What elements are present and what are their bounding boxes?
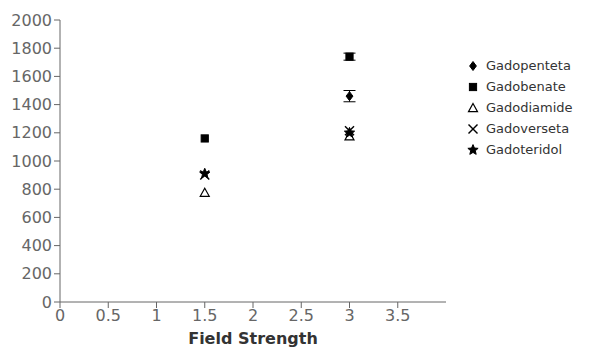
svg-text:2.5: 2.5 xyxy=(289,306,314,325)
svg-text:0: 0 xyxy=(42,293,52,312)
svg-text:1800: 1800 xyxy=(11,39,52,58)
svg-text:3.5: 3.5 xyxy=(385,306,410,325)
svg-text:Field Strength: Field Strength xyxy=(188,329,318,348)
svg-text:2000: 2000 xyxy=(11,11,52,30)
svg-text:2: 2 xyxy=(248,306,258,325)
html-text:Gadobenate: Gadobenate xyxy=(486,79,566,94)
svg-text:0.5: 0.5 xyxy=(96,306,121,325)
svg-text:1200: 1200 xyxy=(11,123,52,142)
svg-text:200: 200 xyxy=(21,264,52,283)
svg-text:1400: 1400 xyxy=(11,95,52,114)
html-text:Gadoverseta: Gadoverseta xyxy=(486,121,570,136)
svg-text:1.5: 1.5 xyxy=(192,306,217,325)
svg-text:1: 1 xyxy=(151,306,161,325)
svg-text:0: 0 xyxy=(55,306,65,325)
svg-text:3: 3 xyxy=(344,306,354,325)
svg-text:1600: 1600 xyxy=(11,67,52,86)
svg-text:400: 400 xyxy=(21,236,52,255)
html-text:Gadopenteta: Gadopenteta xyxy=(486,58,571,73)
svg-text:800: 800 xyxy=(21,180,52,199)
svg-text:1000: 1000 xyxy=(11,152,52,171)
svg-text:600: 600 xyxy=(21,208,52,227)
html-text:Gadoteridol: Gadoteridol xyxy=(486,142,563,157)
html-text:Gadodiamide: Gadodiamide xyxy=(486,100,573,115)
